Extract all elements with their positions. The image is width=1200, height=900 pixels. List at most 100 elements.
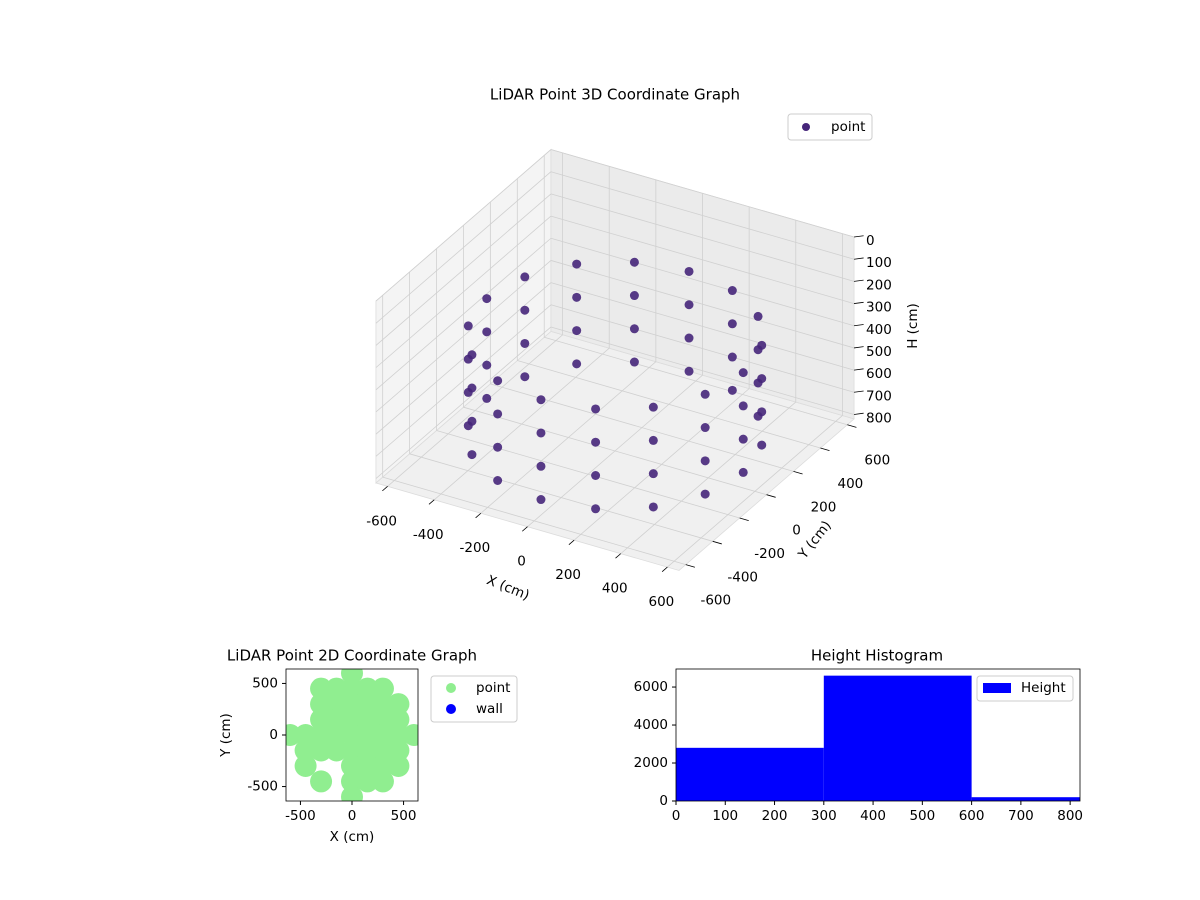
tick-mark — [661, 566, 668, 572]
bar — [676, 747, 824, 801]
data-point — [684, 366, 694, 376]
x-tick-label: 500 — [391, 808, 417, 824]
grid-line — [375, 215, 552, 368]
y-tick-label: -200 — [754, 546, 785, 562]
legend-marker — [802, 123, 810, 131]
y-tick-label: 6000 — [634, 679, 668, 695]
tick-mark — [820, 447, 830, 452]
grid-line — [550, 282, 855, 371]
tick-mark — [854, 235, 864, 238]
data-point — [294, 739, 317, 762]
x-tick-label: 300 — [811, 808, 837, 824]
grid-line — [382, 476, 686, 566]
x-tick-label: -400 — [413, 527, 444, 543]
data-point — [402, 724, 418, 746]
plot-area — [286, 669, 418, 801]
data-point — [356, 770, 379, 793]
z-tick-label: 300 — [866, 300, 892, 316]
y-tick-label: -500 — [247, 779, 278, 795]
data-point — [753, 311, 763, 321]
data-point — [341, 739, 363, 762]
legend-box — [976, 675, 1074, 702]
x-tick-label: 0 — [517, 554, 526, 570]
z-tick-label: 200 — [866, 277, 892, 293]
data-point — [341, 708, 363, 731]
grid-line — [375, 149, 552, 302]
legend-patch — [983, 683, 1011, 693]
data-point — [371, 724, 394, 746]
z-tick-label: 100 — [866, 255, 892, 271]
tick-mark — [568, 539, 575, 546]
grid-line — [550, 193, 855, 282]
data-point — [371, 739, 394, 762]
tick-mark — [685, 564, 695, 568]
data-point — [341, 785, 363, 801]
grid-line — [463, 406, 767, 496]
x-tick-label: 0 — [672, 808, 681, 824]
axes-frame — [675, 668, 1081, 802]
data-point — [572, 292, 582, 302]
data-point — [757, 407, 767, 417]
z-tick-label: 700 — [866, 388, 892, 404]
legend-label: Height — [1021, 680, 1066, 696]
data-point — [310, 708, 333, 731]
legend-marker — [446, 704, 456, 714]
tick-mark — [382, 486, 388, 492]
data-point — [356, 693, 379, 716]
chart-title: LiDAR Point 3D Coordinate Graph — [490, 86, 740, 104]
x-tick-label: 100 — [712, 808, 738, 824]
x-tick-label: 500 — [909, 808, 935, 824]
data-point — [467, 416, 477, 426]
x-axis-label: X (cm) — [484, 572, 531, 604]
x-tick-label: 700 — [1008, 808, 1034, 824]
grid-line — [375, 326, 552, 479]
data-point — [387, 693, 410, 716]
tick-mark — [739, 517, 749, 522]
data-point — [727, 385, 737, 395]
data-point — [294, 754, 317, 777]
y-tick-label: 200 — [811, 499, 837, 515]
z-tick-label: 500 — [866, 344, 892, 360]
data-point — [536, 461, 546, 471]
data-point — [371, 693, 394, 716]
data-point — [310, 770, 333, 793]
tick-mark — [793, 470, 803, 475]
tick-mark — [854, 412, 864, 415]
data-point — [493, 409, 503, 419]
data-point — [371, 677, 394, 700]
data-point — [727, 286, 737, 296]
data-point — [325, 693, 348, 716]
tick-mark — [854, 279, 864, 282]
y-tick-label: -600 — [700, 593, 731, 609]
data-point — [757, 440, 767, 450]
data-point — [738, 401, 748, 411]
data-point — [629, 357, 639, 367]
tick-mark — [712, 540, 722, 545]
data-point — [738, 368, 748, 378]
data-point — [648, 469, 658, 479]
x-tick-label: 600 — [649, 594, 675, 610]
data-point — [629, 257, 639, 267]
y-tick-label: 500 — [252, 675, 278, 691]
tick-mark — [854, 324, 864, 327]
grid-line — [517, 360, 821, 449]
data-point — [684, 300, 694, 310]
grid-line — [550, 260, 855, 349]
tick-mark — [854, 257, 864, 260]
y-tick-label: 600 — [864, 453, 890, 469]
grid-line — [550, 171, 855, 260]
x-tick-label: 0 — [348, 808, 357, 824]
data-point — [757, 340, 767, 350]
data-point — [591, 437, 601, 447]
tick-mark — [475, 512, 482, 519]
data-point — [371, 770, 394, 793]
grid-line — [375, 237, 552, 391]
data-point — [467, 350, 477, 360]
z-tick-label: 800 — [866, 410, 892, 426]
data-point — [294, 724, 317, 746]
x-tick-label: 800 — [1057, 808, 1083, 824]
grid-line — [550, 215, 855, 304]
data-point — [684, 266, 694, 276]
data-point — [387, 739, 410, 762]
